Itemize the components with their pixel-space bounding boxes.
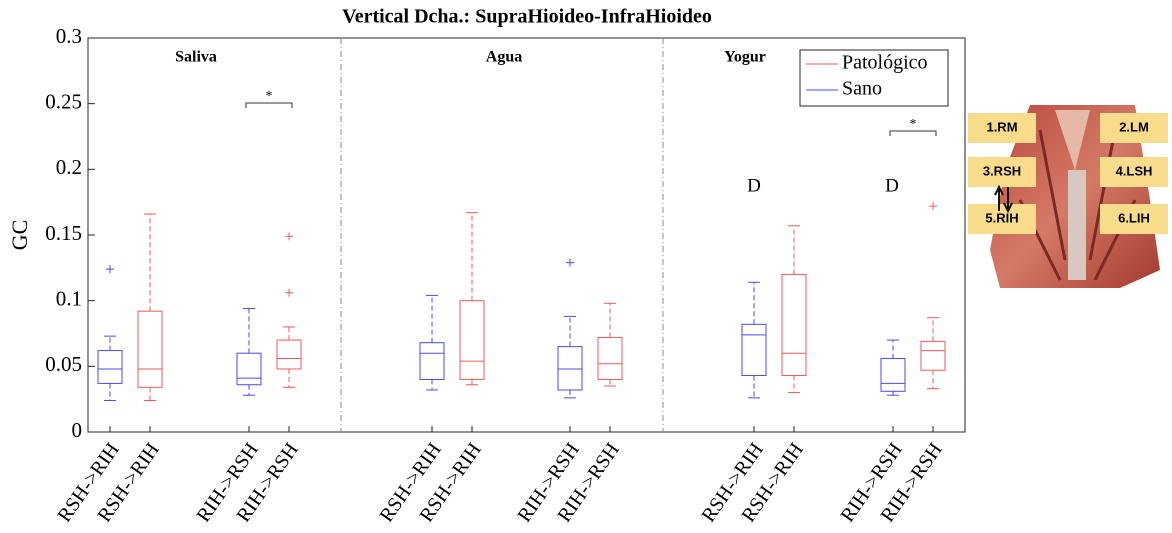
figure-label: 1.RM (986, 119, 1017, 134)
box-body (419, 342, 445, 380)
figure-label: 2.LM (1119, 119, 1149, 134)
box (597, 302, 623, 387)
box (557, 258, 583, 399)
box-body (920, 340, 946, 371)
box-body (741, 323, 767, 377)
figure-label-box (968, 157, 1036, 187)
figure-label: 5.RIH (985, 210, 1018, 225)
box (459, 212, 485, 386)
outlier (285, 288, 293, 297)
outlier (285, 232, 293, 241)
panel-title: Saliva (175, 49, 217, 66)
box (880, 339, 906, 396)
box (236, 308, 262, 396)
figure-label-box (1100, 157, 1168, 187)
box-body (276, 339, 302, 370)
figure-label-box (968, 113, 1036, 143)
box-body (557, 346, 583, 391)
box-body (880, 357, 906, 392)
panel-title: Agua (486, 49, 522, 66)
y-tick-label: 0.2 (56, 155, 82, 179)
outlier (566, 258, 574, 267)
figure-label: 3.RSH (983, 163, 1021, 178)
outlier (929, 202, 937, 211)
y-tick-label: 0.25 (45, 89, 82, 113)
y-tick-label: 0.1 (56, 286, 82, 310)
y-tick-label: 0.3 (56, 24, 82, 48)
y-axis-label: GC (7, 220, 32, 251)
figure-label: 4.LSH (1116, 163, 1153, 178)
chart-title: Vertical Dcha.: SupraHioideo-InfraHioide… (342, 6, 712, 28)
figure-label-box (1100, 113, 1168, 143)
annotation: D (885, 175, 899, 196)
box (781, 225, 807, 394)
figure-label-box (968, 204, 1036, 234)
box (419, 294, 445, 391)
box-body (137, 310, 163, 388)
box (741, 281, 767, 399)
y-tick-label: 0.15 (45, 221, 82, 245)
legend-label: Sano (842, 78, 882, 100)
figure-label: 6.LIH (1118, 210, 1150, 225)
legend-box (799, 49, 949, 107)
significance-bracket (889, 130, 937, 136)
figure-label-box (1100, 204, 1168, 234)
legend: Patológico Sano (799, 49, 949, 107)
box (920, 202, 946, 390)
box-body (236, 352, 262, 386)
significance-bracket (245, 102, 293, 108)
figure-arrows (994, 184, 1013, 214)
panel-title: Yogur (724, 49, 766, 66)
y-tick-label: 0 (72, 418, 83, 442)
significance-mark: * (910, 117, 917, 132)
legend-label: Patológico (842, 52, 928, 74)
annotation: D (747, 175, 761, 196)
significance-mark: * (266, 89, 273, 104)
box-body (459, 300, 485, 380)
box-body (597, 336, 623, 380)
box-body (781, 273, 807, 377)
box-body (97, 350, 123, 384)
box (137, 213, 163, 401)
box (97, 265, 123, 401)
y-tick-label: 0.05 (45, 352, 82, 376)
neck-figure (990, 105, 1160, 288)
outlier (106, 265, 114, 274)
box (276, 232, 302, 388)
